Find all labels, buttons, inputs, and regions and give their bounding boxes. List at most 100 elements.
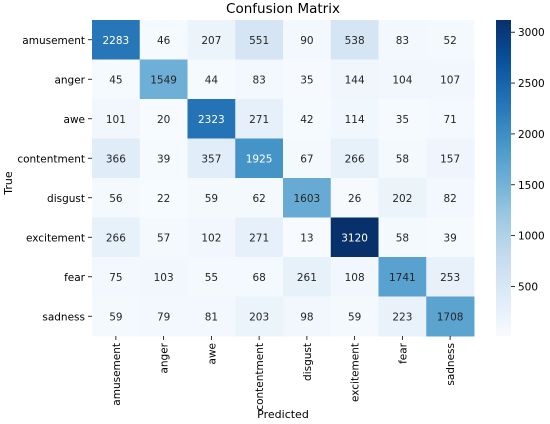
cell-value-label: 3120 (341, 232, 368, 244)
cell-value-label: 42 (300, 114, 313, 126)
x-tick-label: awe (206, 343, 218, 364)
cell-value-label: 108 (345, 272, 365, 284)
cell-value-label: 58 (396, 153, 409, 165)
heatmap-cell (283, 59, 332, 100)
heatmap-cell (378, 217, 427, 258)
cell-value-label: 13 (300, 232, 313, 244)
heatmap-cell (92, 20, 141, 60)
colorbar: 500 1000 1500 2000 2500 3000 (496, 20, 545, 336)
heatmap-cell (92, 257, 141, 297)
heatmap-cell (378, 20, 427, 60)
cell-value-label: 22 (157, 193, 170, 205)
heatmap-cell (283, 178, 332, 218)
heatmap-cell (139, 138, 188, 179)
cell-value-label: 59 (109, 311, 122, 323)
cell-value-label: 144 (345, 74, 365, 86)
heatmap-cell (235, 99, 284, 139)
heatmap-cell (187, 217, 236, 258)
x-tick-label: anger (159, 342, 171, 373)
x-tick-label: fear (397, 342, 409, 364)
cell-value-label: 1741 (389, 272, 416, 284)
cell-value-label: 82 (443, 193, 456, 205)
cell-value-label: 266 (345, 153, 365, 165)
y-axis-label: True (2, 171, 15, 196)
cell-value-label: 157 (440, 153, 460, 165)
heatmap-cell (283, 257, 332, 297)
cell-value-label: 46 (157, 35, 171, 47)
heatmap-cell (378, 138, 427, 179)
cell-value-label: 35 (300, 74, 313, 86)
heatmap-cell (283, 296, 332, 337)
cell-value-label: 104 (392, 74, 412, 86)
cell-value-label: 103 (154, 272, 174, 284)
cell-value-label: 62 (252, 193, 265, 205)
heatmap-cell (378, 59, 427, 100)
y-tick-label: disgust (47, 193, 85, 205)
y-tick-label: contentment (17, 153, 85, 165)
cell-value-label: 266 (106, 232, 126, 244)
cell-value-label: 56 (109, 193, 123, 205)
cell-value-label: 79 (157, 311, 170, 323)
heatmap-cell (330, 296, 379, 337)
colorbar-tick-label: 1000 (518, 231, 545, 243)
cell-value-label: 98 (300, 311, 313, 323)
cell-value-label: 55 (205, 272, 218, 284)
cell-value-label: 90 (300, 35, 313, 47)
cell-value-label: 52 (443, 35, 456, 47)
heatmap-cell (187, 178, 236, 218)
heatmap-cell (426, 20, 475, 60)
heatmap-cell (426, 138, 475, 179)
cell-value-label: 57 (157, 232, 170, 244)
cell-value-label: 1603 (294, 193, 321, 205)
heatmap-cell (92, 59, 141, 100)
heatmap-cell (426, 257, 475, 297)
y-axis-ticks: amusement anger awe contentment disgust excit… (17, 35, 92, 323)
heatmap-cell (235, 257, 284, 297)
heatmap-cell (235, 217, 284, 258)
y-tick-label: fear (64, 272, 86, 284)
heatmap-cell (426, 59, 475, 100)
cell-value-label: 223 (392, 311, 412, 323)
cell-value-label: 107 (440, 74, 460, 86)
heatmap-cell (330, 59, 379, 100)
cell-value-label: 366 (106, 153, 126, 165)
heatmap-cell (378, 257, 427, 297)
x-tick-label: contentment (254, 343, 266, 411)
y-tick-label: sadness (42, 311, 85, 323)
heatmap-cell (330, 20, 379, 60)
x-tick-label: amusement (111, 343, 123, 406)
heatmap-cell (235, 296, 284, 337)
chart-title: Confusion Matrix (226, 1, 340, 17)
cell-value-label: 357 (201, 153, 221, 165)
heatmap-cell (426, 296, 475, 337)
x-axis-ticks: amusement anger awe contentment disgust excit… (111, 336, 457, 411)
cell-value-label: 114 (345, 114, 365, 126)
cell-value-label: 1925 (246, 153, 273, 165)
heatmap-cell (330, 178, 379, 218)
heatmap-cell (426, 178, 475, 218)
cell-value-label: 83 (252, 74, 265, 86)
cell-value-label: 207 (201, 35, 221, 47)
cell-value-label: 271 (249, 232, 269, 244)
colorbar-gradient (496, 20, 511, 336)
colorbar-tick-label: 2500 (518, 78, 545, 90)
heatmap-cell (139, 178, 188, 218)
heatmap-cell (283, 20, 332, 60)
heatmap-cell (330, 217, 379, 258)
cell-value-label: 83 (396, 35, 409, 47)
x-tick-label: excitement (350, 343, 362, 402)
heatmap-cell (330, 99, 379, 139)
cell-value-label: 20 (157, 114, 170, 126)
heatmap-cell (139, 20, 188, 60)
cell-value-label: 59 (348, 311, 361, 323)
cell-value-label: 102 (201, 232, 221, 244)
cell-value-label: 2283 (103, 35, 130, 47)
heatmap-cell (92, 99, 141, 139)
cell-value-label: 45 (109, 74, 122, 86)
cell-value-label: 2323 (198, 114, 225, 126)
x-tick-label: disgust (302, 343, 314, 381)
heatmap-cell (187, 99, 236, 139)
cell-value-label: 59 (205, 193, 218, 205)
y-tick-label: excitement (26, 232, 85, 244)
